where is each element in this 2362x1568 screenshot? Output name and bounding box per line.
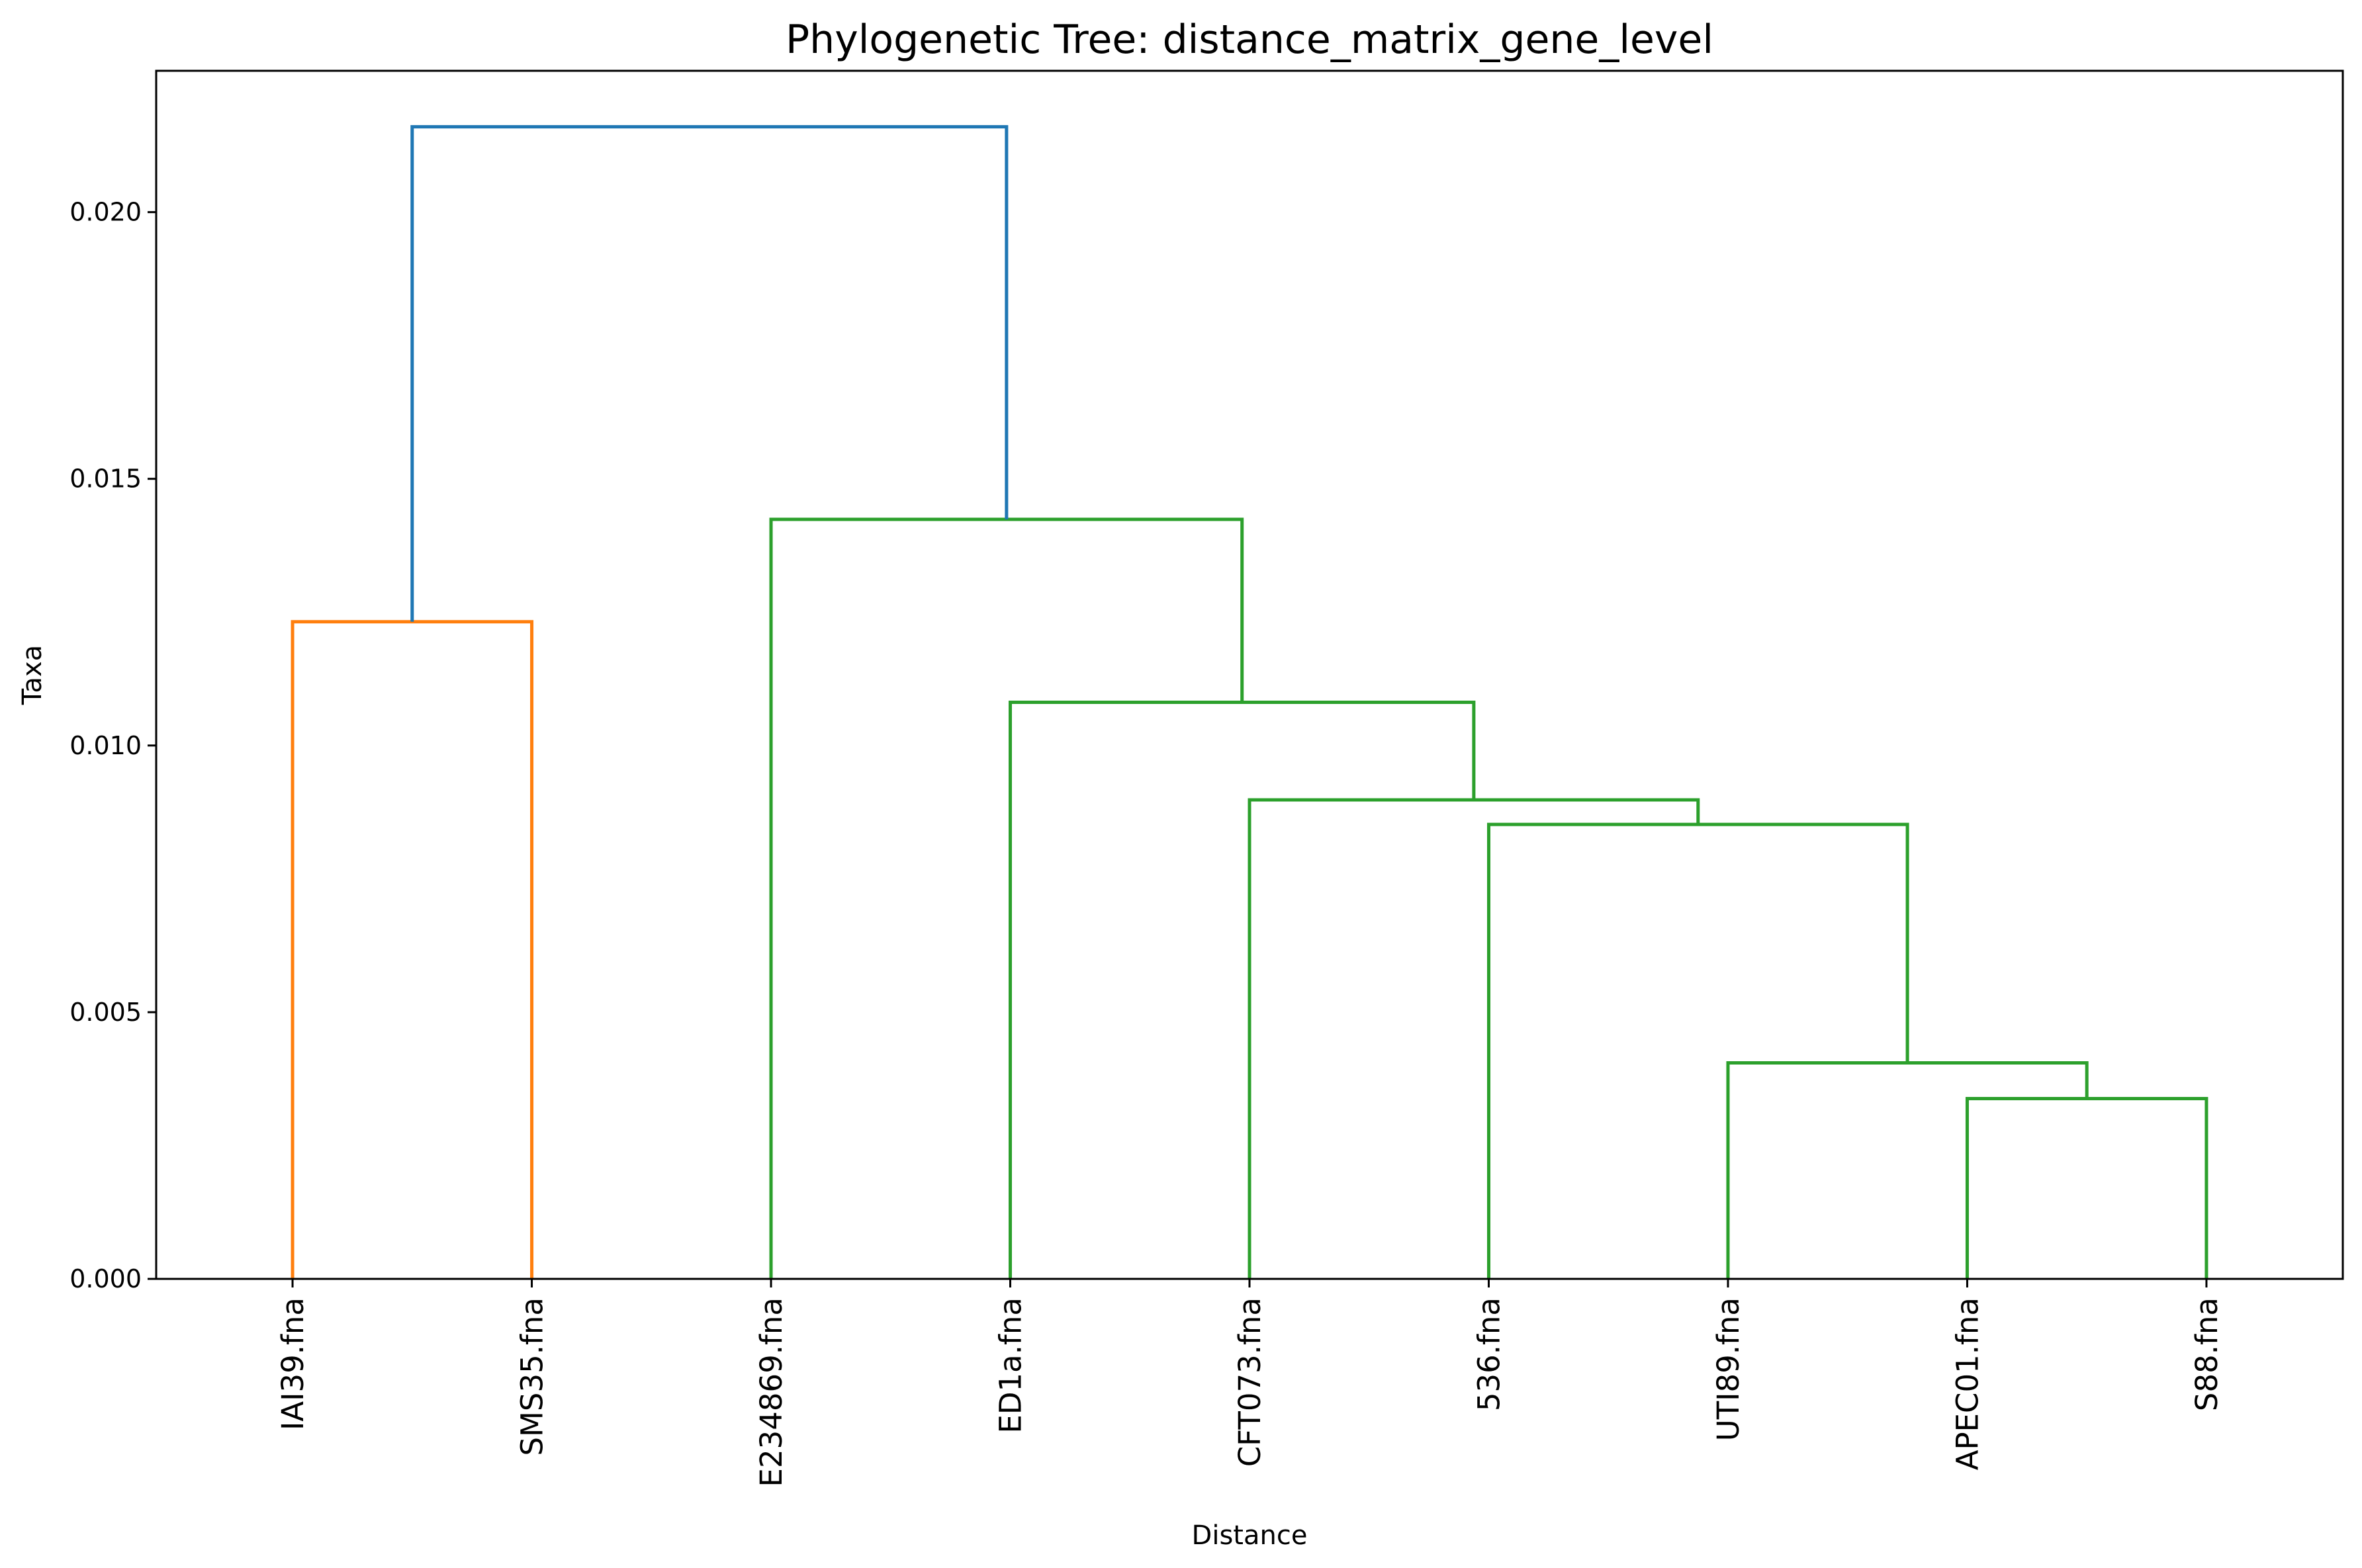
y-tick-label: 0.005 bbox=[69, 998, 142, 1027]
y-tick-label: 0.000 bbox=[69, 1264, 142, 1293]
x-tick-label-IAI39-fna: IAI39.fna bbox=[275, 1297, 310, 1430]
x-tick-label-S88-fna: S88.fna bbox=[2189, 1297, 2224, 1411]
y-tick-label: 0.020 bbox=[69, 198, 142, 227]
dendrogram-link-m2 bbox=[1726, 1061, 2089, 1279]
dendrogram-link-m6 bbox=[291, 620, 534, 1279]
y-tick-label: 0.010 bbox=[69, 731, 142, 760]
x-tick-label-ED1a-fna: ED1a.fna bbox=[993, 1297, 1028, 1434]
x-axis-label: Distance bbox=[1192, 1520, 1308, 1551]
dendrogram-link-m1 bbox=[1965, 1097, 2208, 1279]
dendrogram-link-m5 bbox=[1009, 701, 1476, 1279]
x-axis: IAI39.fna SMS35.fna E234869.fna ED1a.fna CFT… bbox=[275, 1279, 2224, 1487]
dendrogram-links bbox=[291, 125, 2208, 1279]
x-tick-label-UTI89-fna: UTI89.fna bbox=[1711, 1297, 1746, 1441]
chart-title: Phylogenetic Tree: distance_matrix_gene_… bbox=[786, 17, 1713, 63]
x-tick-label-SMS35-fna: SMS35.fna bbox=[515, 1297, 550, 1456]
x-tick-label-536-fna: 536.fna bbox=[1471, 1297, 1506, 1411]
dendrogram-link-m8 bbox=[410, 125, 1009, 622]
dendrogram-link-m7 bbox=[769, 517, 1244, 1279]
y-axis-label: Taxa bbox=[17, 645, 48, 706]
x-tick-label-CFT073-fna: CFT073.fna bbox=[1232, 1297, 1267, 1467]
y-tick-label: 0.015 bbox=[69, 464, 142, 494]
y-axis: 0.000 0.005 0.010 0.015 0.020 bbox=[69, 198, 156, 1293]
dendrogram-link-m4 bbox=[1248, 798, 1700, 1279]
dendrogram-link-m3 bbox=[1486, 822, 1909, 1279]
x-tick-label-E234869-fna: E234869.fna bbox=[754, 1297, 789, 1487]
x-tick-label-APEC01-fna: APEC01.fna bbox=[1950, 1297, 1985, 1470]
